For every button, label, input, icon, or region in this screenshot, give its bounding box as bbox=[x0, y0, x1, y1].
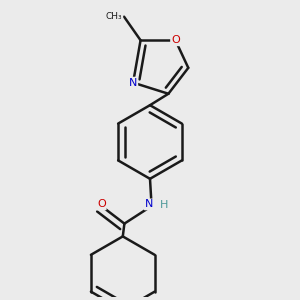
Text: H: H bbox=[160, 200, 168, 210]
Text: N: N bbox=[129, 78, 137, 88]
Text: O: O bbox=[97, 200, 106, 209]
Text: CH₃: CH₃ bbox=[106, 12, 122, 21]
Text: O: O bbox=[171, 35, 180, 45]
Text: N: N bbox=[145, 200, 153, 209]
